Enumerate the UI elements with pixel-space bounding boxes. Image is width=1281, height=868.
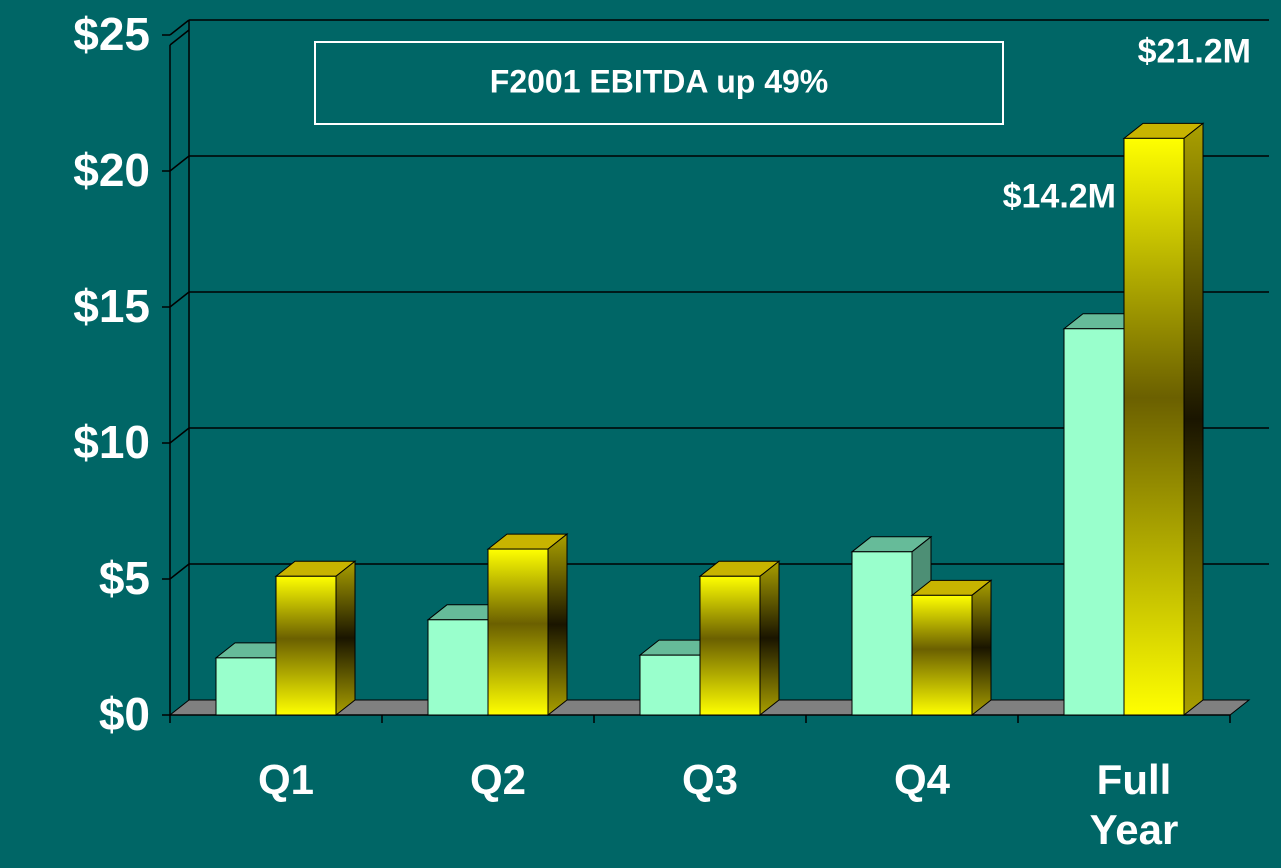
y-tick-label: $0 xyxy=(99,688,150,740)
x-tick-label-line: Q4 xyxy=(894,756,951,803)
grid-diag xyxy=(169,291,190,308)
data-label: $14.2M xyxy=(1003,178,1116,216)
grid-diag xyxy=(169,563,190,580)
y-tick-label: $5 xyxy=(99,552,150,604)
y-tick-label: $20 xyxy=(73,144,150,196)
bar xyxy=(851,551,913,716)
annotation: F2001 EBITDA up 49% xyxy=(490,63,828,99)
x-tick-label-line: Q3 xyxy=(682,756,738,803)
x-tick-label: Q1 xyxy=(258,756,314,803)
x-tick-label-line: Full xyxy=(1097,756,1172,803)
grid-diag xyxy=(169,19,190,36)
bar-side xyxy=(971,579,992,717)
bar xyxy=(1123,137,1185,716)
bar-side xyxy=(1183,122,1204,717)
bar xyxy=(427,619,489,716)
y-tick-label: $25 xyxy=(73,8,150,60)
bar-side xyxy=(547,533,568,717)
x-tick-label-line: Year xyxy=(1090,806,1179,853)
bar xyxy=(215,657,277,716)
bar xyxy=(487,548,549,716)
y-tick-label: $15 xyxy=(73,280,150,332)
x-tick-label: Q3 xyxy=(682,756,738,803)
x-tick-label: Full Year xyxy=(1090,756,1179,853)
bar-side xyxy=(335,560,356,717)
bar xyxy=(911,594,973,716)
bar xyxy=(275,575,337,716)
grid-diag xyxy=(169,155,190,172)
x-tick-label: Q2 xyxy=(470,756,526,803)
x-tick-label-line: Q1 xyxy=(258,756,314,803)
bar-side xyxy=(759,560,780,717)
grid-diag xyxy=(169,427,190,444)
data-label: $21.2M xyxy=(1138,32,1251,70)
bar xyxy=(699,575,761,716)
x-tick-label-line: Q2 xyxy=(470,756,526,803)
y-axis-top xyxy=(169,29,190,46)
bar xyxy=(1063,328,1125,716)
x-tick-label: Q4 xyxy=(894,756,951,803)
bar xyxy=(639,654,701,716)
annotation-box xyxy=(314,41,1004,125)
y-tick-label: $10 xyxy=(73,416,150,468)
